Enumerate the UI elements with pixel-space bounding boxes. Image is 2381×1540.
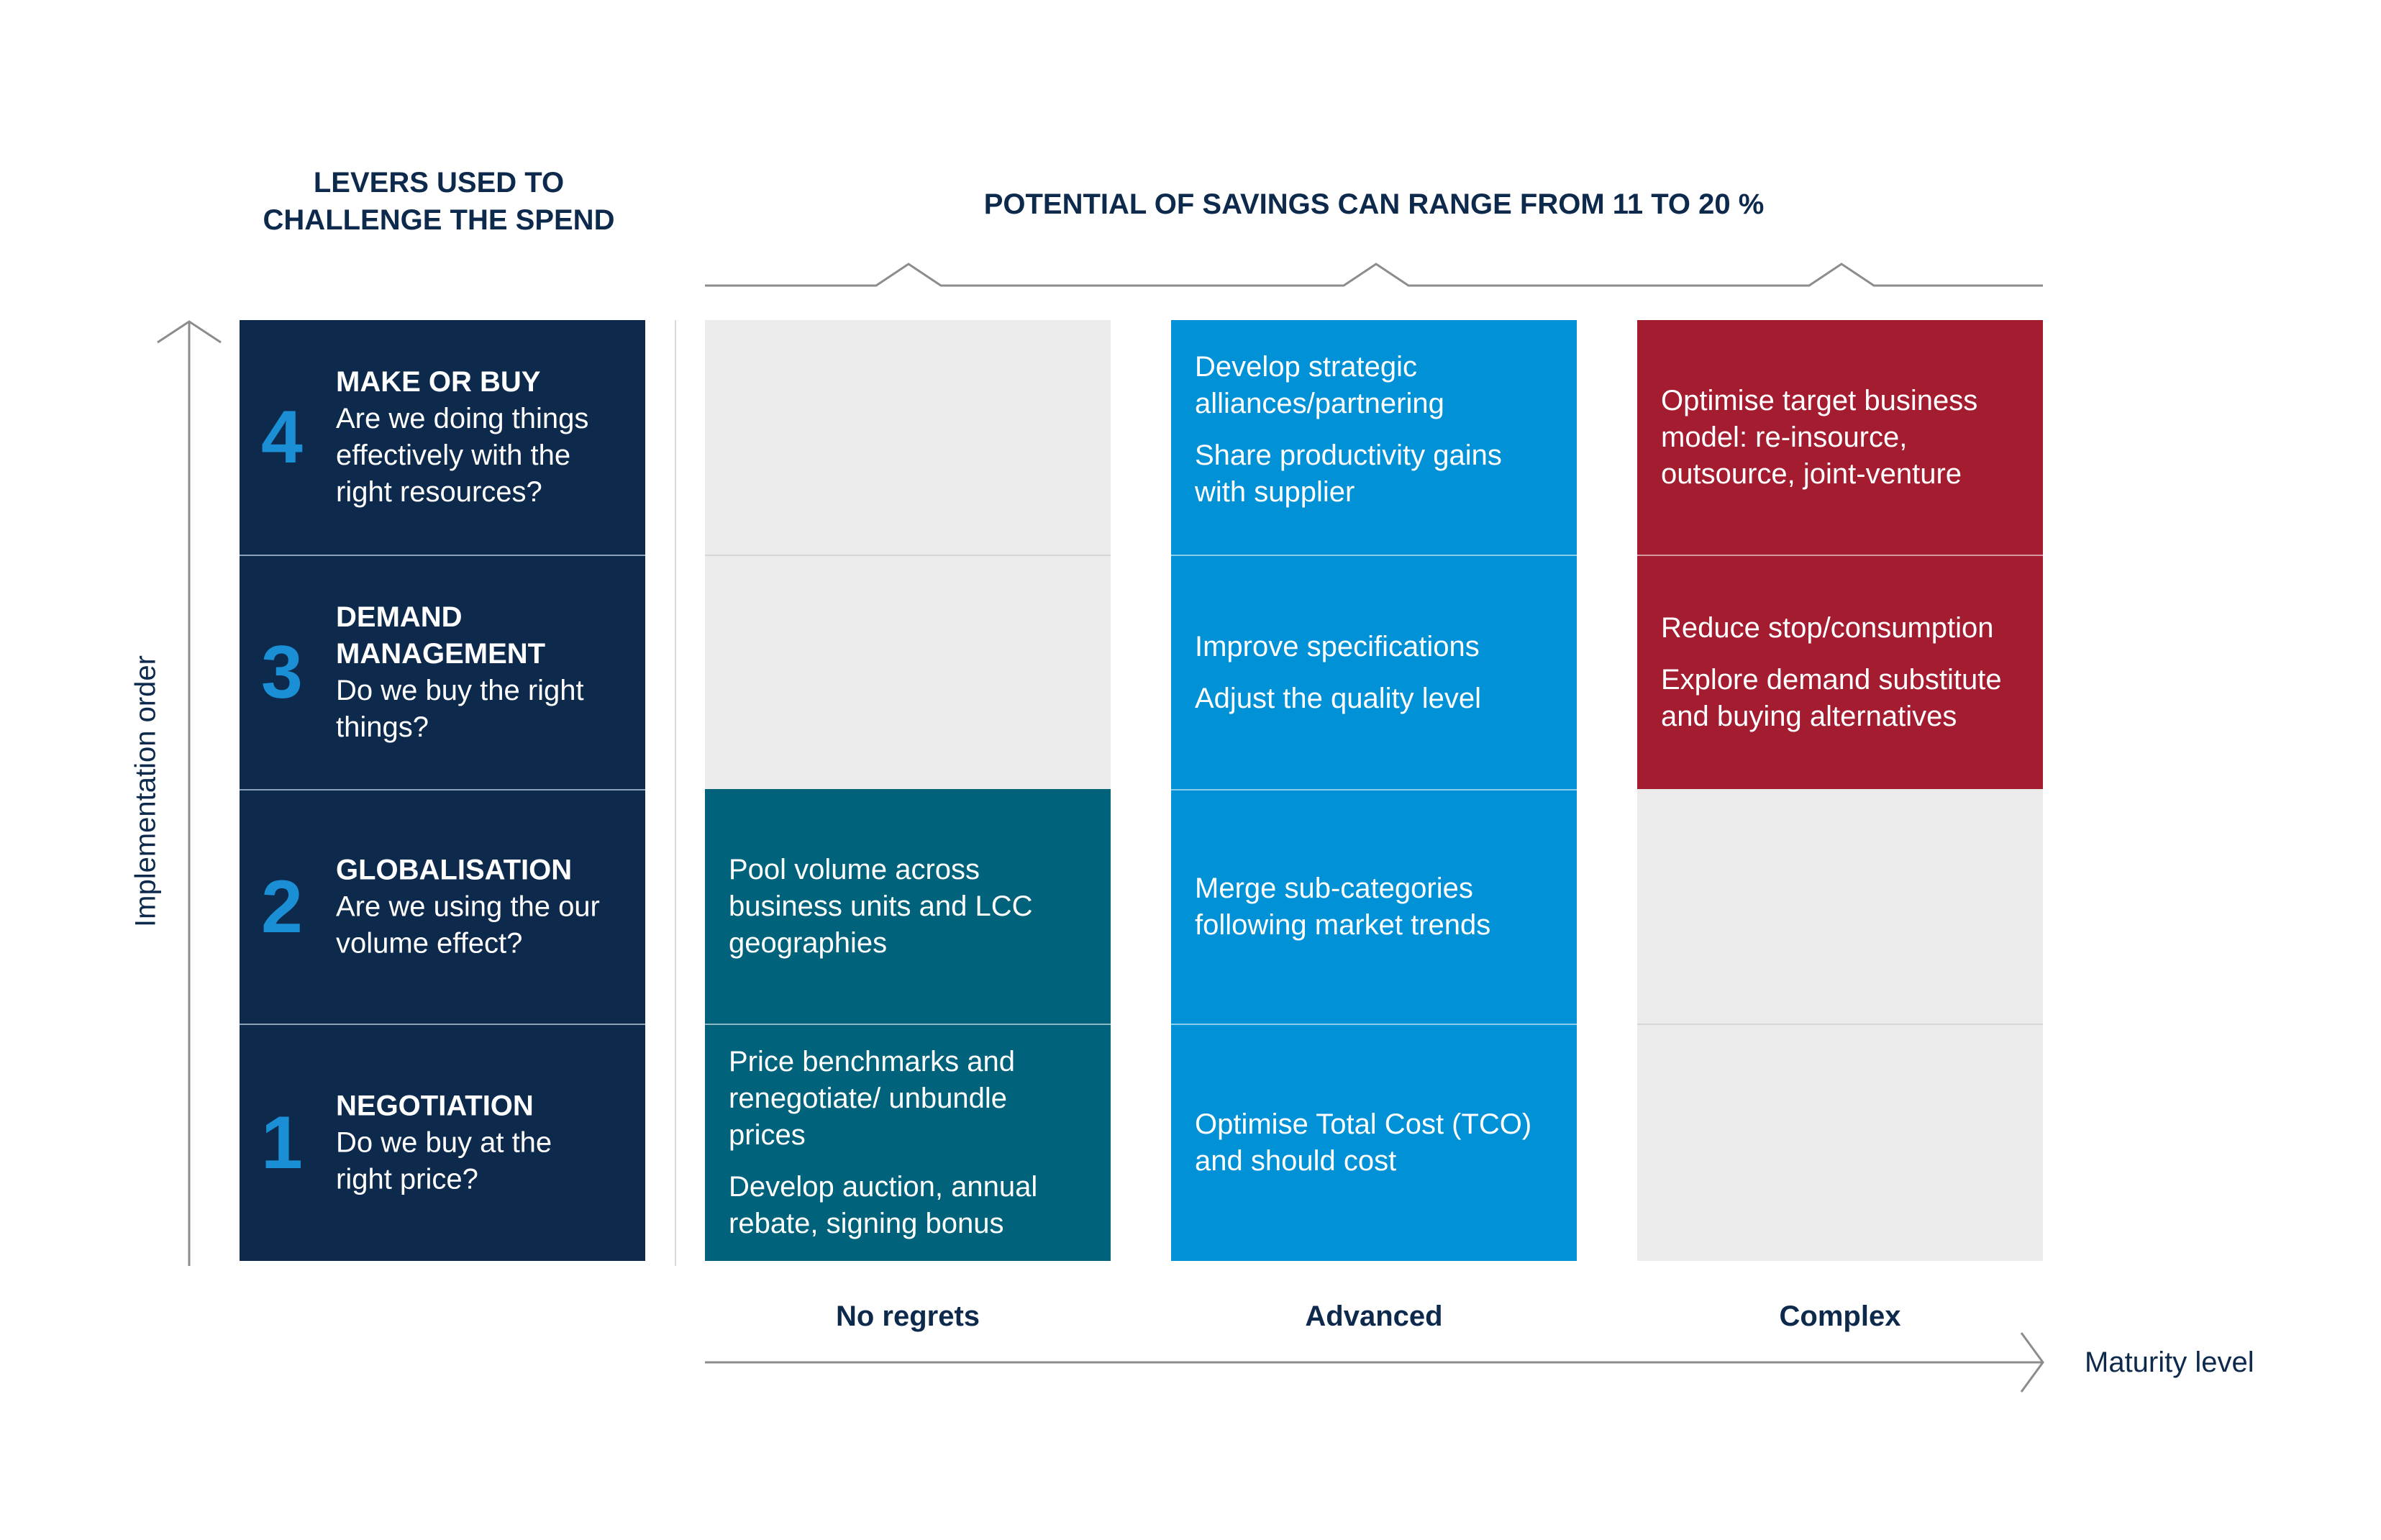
lever-title: DEMAND MANAGEMENT [336, 601, 546, 670]
lever-title: NEGOTIATION [336, 1090, 534, 1122]
cell-advanced-4: Develop strategic alliances/partnering S… [1171, 320, 1577, 555]
cell-complex-1 [1637, 1024, 2043, 1261]
lever-globalisation: 2 GLOBALISATION Are we using the our vol… [240, 789, 645, 1024]
implementation-order-label: Implementation order [129, 655, 162, 927]
cell-no-regrets-3 [705, 555, 1111, 789]
cell-advanced-2: Merge sub-categories following market tr… [1171, 789, 1577, 1024]
lever-question: Do we buy at the right price? [336, 1126, 552, 1195]
levers-heading-line1: LEVERS USED TO [313, 167, 565, 199]
lever-question: Do we buy the right things? [336, 675, 584, 743]
cell-complex-4: Optimise target business model: re-insou… [1637, 320, 2043, 555]
cell-no-regrets-4 [705, 320, 1111, 555]
column-label-advanced: Advanced [1305, 1300, 1443, 1332]
cell-complex-3: Reduce stop/consumption Explore demand s… [1637, 555, 2043, 789]
cell-complex-2 [1637, 789, 2043, 1024]
levers-heading-line2: CHALLENGE THE SPEND [263, 204, 615, 236]
lever-title: MAKE OR BUY [336, 366, 541, 398]
vertical-axis-arrowhead [157, 320, 222, 344]
lever-number: 4 [261, 396, 303, 479]
cell-text: Improve specifications [1195, 630, 1480, 662]
lever-number: 2 [261, 865, 303, 949]
cell-text: Develop strategic alliances/partnering [1195, 350, 1444, 419]
lever-negotiation: 1 NEGOTIATION Do we buy at the right pri… [240, 1024, 645, 1261]
savings-bracket [705, 263, 2043, 287]
cell-text: Optimise target business model: re-insou… [1661, 384, 1978, 490]
cell-advanced-3: Improve specifications Adjust the qualit… [1171, 555, 1577, 789]
cell-advanced-1: Optimise Total Cost (TCO) and should cos… [1171, 1024, 1577, 1261]
lever-number: 1 [261, 1101, 303, 1185]
levers-heading: LEVERS USED TO CHALLENGE THE SPEND [237, 164, 640, 239]
cell-text: Merge sub-categories following market tr… [1195, 872, 1491, 941]
cell-text: Explore demand substitute and buying alt… [1661, 664, 2002, 732]
cell-text: Pool volume across business units and LC… [729, 853, 1033, 959]
lever-demand-management: 3 DEMAND MANAGEMENT Do we buy the right … [240, 555, 645, 789]
lever-number: 3 [261, 631, 303, 714]
cell-no-regrets-2: Pool volume across business units and LC… [705, 789, 1111, 1024]
column-divider [675, 320, 676, 1266]
horizontal-axis-arrowhead [2020, 1332, 2044, 1393]
cell-text: Price benchmarks and renegotiate/ unbund… [729, 1046, 1015, 1151]
savings-heading: POTENTIAL OF SAVINGS CAN RANGE FROM 11 T… [983, 188, 1765, 220]
lever-title: GLOBALISATION [336, 854, 573, 886]
lever-question: Are we using the our volume effect? [336, 890, 600, 960]
cell-text: Reduce stop/consumption [1661, 612, 1994, 644]
lever-make-or-buy: 4 MAKE OR BUY Are we doing things effect… [240, 320, 645, 555]
column-label-complex: Complex [1779, 1300, 1901, 1332]
column-label-no-regrets: No regrets [835, 1300, 980, 1332]
maturity-level-label: Maturity level [2085, 1347, 2254, 1378]
cell-text: Develop auction, annual rebate, signing … [729, 1171, 1038, 1239]
cell-text: Share productivity gains with supplier [1195, 439, 1502, 508]
cell-text: Optimise Total Cost (TCO) and should cos… [1195, 1108, 1532, 1177]
cell-text: Adjust the quality level [1195, 682, 1482, 714]
cell-no-regrets-1: Price benchmarks and renegotiate/ unbund… [705, 1024, 1111, 1261]
lever-question: Are we doing things effectively with the… [336, 403, 589, 508]
